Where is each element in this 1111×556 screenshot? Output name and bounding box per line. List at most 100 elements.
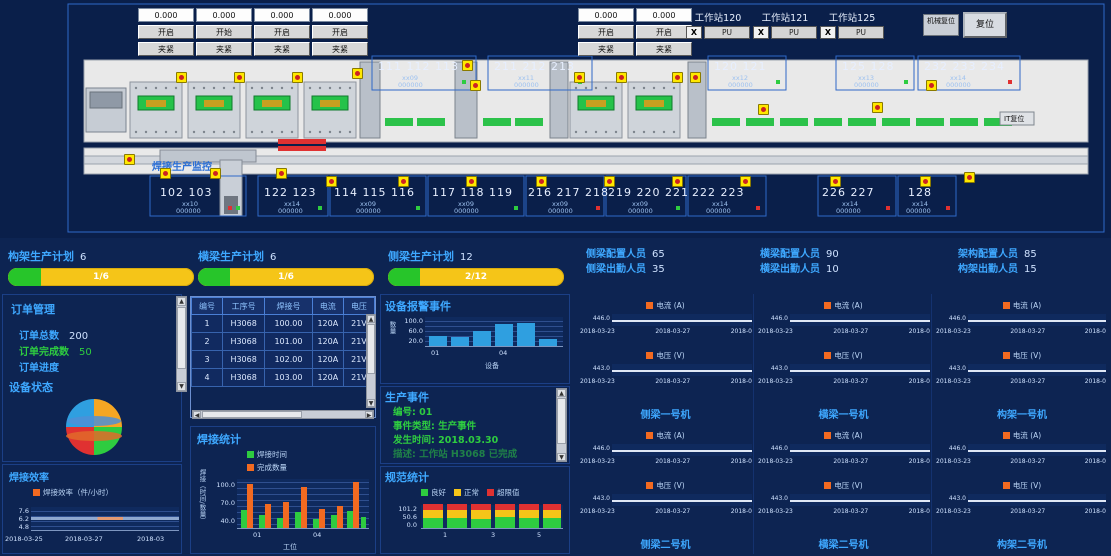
press-control-3[interactable]: 0.000 开启 夹紧: [312, 8, 368, 59]
alarm-node[interactable]: [352, 68, 363, 79]
alarm-node[interactable]: [536, 176, 547, 187]
press-value-2[interactable]: 0.000: [254, 8, 310, 22]
diagram-svg: IT复位: [67, 3, 1105, 233]
press-clamp-button-1[interactable]: 夹紧: [196, 42, 252, 56]
reset-button[interactable]: 复位: [963, 12, 1007, 38]
scroll-thumb[interactable]: [177, 307, 186, 369]
press-value-4[interactable]: 0.000: [578, 8, 634, 22]
table-horizontal-scrollbar[interactable]: ◀ ▶: [192, 410, 374, 419]
table-row[interactable]: 1 H3068 100.00 120A 21V: [190, 314, 376, 333]
press-clamp-button-4[interactable]: 夹紧: [578, 42, 634, 56]
alarm-node[interactable]: [292, 72, 303, 83]
order-panel-scrollbar[interactable]: ▲ ▼: [176, 296, 187, 392]
press-control-2[interactable]: 0.000 开启 夹紧: [254, 8, 310, 59]
event-scrollbar[interactable]: ▲ ▼: [556, 388, 567, 462]
plan-progress-text-sidebeam: 2/12: [464, 272, 488, 282]
alarm-node[interactable]: [276, 168, 287, 179]
press-value-5[interactable]: 0.000: [636, 8, 692, 22]
alarm-node[interactable]: [210, 168, 221, 179]
alarm-node[interactable]: [574, 72, 585, 83]
th-process[interactable]: 工序号: [222, 297, 266, 315]
press-value-0[interactable]: 0.000: [138, 8, 194, 22]
scroll-down-arrow[interactable]: ▼: [177, 382, 186, 391]
event-scroll-down-arrow[interactable]: ▼: [557, 453, 566, 461]
machine-reset-button[interactable]: 机械复位: [923, 14, 959, 36]
th-current[interactable]: 电流: [311, 297, 344, 315]
press-value-1[interactable]: 0.000: [196, 8, 252, 22]
press-control-5[interactable]: 0.000 开启 夹紧: [636, 8, 692, 59]
alarm-node[interactable]: [466, 176, 477, 187]
workstation-121-x-button[interactable]: X: [753, 26, 769, 39]
press-start-button-4[interactable]: 开启: [578, 25, 634, 39]
table-scroll-down-arrow[interactable]: ▼: [367, 399, 375, 407]
th-voltage[interactable]: 电压: [342, 297, 376, 315]
workstation-121-pu-button[interactable]: PU: [771, 26, 817, 39]
alarm-node[interactable]: [326, 176, 337, 187]
legend-swatch-voltage: [646, 352, 654, 359]
alarm-node[interactable]: [672, 176, 683, 187]
alarm-node[interactable]: [616, 72, 627, 83]
xtick-2: 2018-0: [908, 458, 930, 465]
workstation-121[interactable]: 工作站121 X PU: [753, 10, 817, 39]
table-hscroll-thumb[interactable]: [202, 411, 302, 418]
table-vertical-scrollbar[interactable]: ▲ ▼: [366, 314, 376, 408]
alarm-node[interactable]: [160, 168, 171, 179]
press-control-1[interactable]: 0.000 开始 夹紧: [196, 8, 252, 59]
alarm-node[interactable]: [234, 72, 245, 83]
alarm-node[interactable]: [964, 172, 975, 183]
scroll-up-arrow[interactable]: ▲: [177, 297, 186, 306]
press-start-button-5[interactable]: 开启: [636, 25, 692, 39]
alarm-node[interactable]: [758, 104, 769, 115]
alarm-node[interactable]: [462, 60, 473, 71]
th-id[interactable]: 编号: [190, 297, 224, 315]
alarm-node[interactable]: [920, 176, 931, 187]
event-desc-line: 描述: 工作站 H3068 已完成: [393, 447, 517, 462]
th-weldno[interactable]: 焊接号: [264, 297, 313, 315]
press-clamp-button-5[interactable]: 夹紧: [636, 42, 692, 56]
workstation-125-pu-button[interactable]: PU: [838, 26, 884, 39]
press-start-button-2[interactable]: 开启: [254, 25, 310, 39]
legend-swatch-current: [646, 302, 654, 309]
press-control-0[interactable]: 0.000 开启 夹紧: [138, 8, 194, 59]
workstation-120-pu-button[interactable]: PU: [704, 26, 750, 39]
cell-id: 4: [190, 368, 224, 387]
alarm-node[interactable]: [830, 176, 841, 187]
press-clamp-button-0[interactable]: 夹紧: [138, 42, 194, 56]
alarm-node[interactable]: [690, 72, 701, 83]
event-scroll-up-arrow[interactable]: ▲: [557, 389, 566, 397]
alarm-node[interactable]: [672, 72, 683, 83]
alarm-node[interactable]: [176, 72, 187, 83]
workstation-120-x-button[interactable]: X: [686, 26, 702, 39]
workstation-125-x-button[interactable]: X: [820, 26, 836, 39]
weld-data-table[interactable]: 编号 工序号 焊接号 电流 电压 1 H3068 100.00 120A 21V…: [190, 297, 376, 387]
press-clamp-button-3[interactable]: 夹紧: [312, 42, 368, 56]
press-start-button-0[interactable]: 开启: [138, 25, 194, 39]
alarm-node[interactable]: [926, 80, 937, 91]
table-row[interactable]: 2 H3068 101.00 120A 21V: [190, 332, 376, 351]
workstation-120[interactable]: 工作站120 X PU: [686, 10, 750, 39]
kpi-row: 构架生产计划 6 1/6 横梁生产计划 6 1/6 侧梁生产计划 12 2/12 侧梁…: [0, 240, 1111, 292]
event-scroll-thumb[interactable]: [557, 398, 566, 444]
table-scroll-up-arrow[interactable]: ▲: [367, 315, 375, 323]
staff-block-frame: 架构配置人员 85 构架出勤人员 15: [958, 247, 1037, 277]
press-value-3[interactable]: 0.000: [312, 8, 368, 22]
station-nums-bot-4: 216 217 218: [528, 186, 609, 199]
alarm-node[interactable]: [470, 80, 481, 91]
table-row[interactable]: 4 H3068 103.00 120A 21V: [190, 368, 376, 387]
alarm-node[interactable]: [740, 176, 751, 187]
press-start-button-1[interactable]: 开始: [196, 25, 252, 39]
legend-swatch-weld-time: [247, 451, 254, 458]
alarm-node[interactable]: [398, 176, 409, 187]
staff-config-label-crossbeam: 横梁配置人员: [760, 249, 820, 260]
table-row[interactable]: 3 H3068 102.00 120A 21V: [190, 350, 376, 369]
alarm-node[interactable]: [872, 102, 883, 113]
press-control-4[interactable]: 0.000 开启 夹紧: [578, 8, 634, 59]
table-scroll-right-arrow[interactable]: ▶: [365, 411, 373, 419]
table-scroll-left-arrow[interactable]: ◀: [193, 411, 201, 419]
press-start-button-3[interactable]: 开启: [312, 25, 368, 39]
alarm-node[interactable]: [604, 176, 615, 187]
press-clamp-button-2[interactable]: 夹紧: [254, 42, 310, 56]
workstation-125[interactable]: 工作站125 X PU: [820, 10, 884, 39]
alarm-node[interactable]: [124, 154, 135, 165]
table-scroll-thumb[interactable]: [367, 324, 375, 374]
